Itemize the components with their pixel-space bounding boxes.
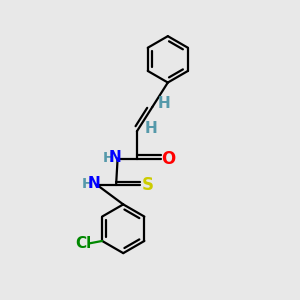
Text: N: N — [109, 150, 122, 165]
Text: S: S — [142, 176, 154, 194]
Text: Cl: Cl — [75, 236, 91, 251]
Text: H: H — [145, 122, 158, 136]
Text: O: O — [162, 150, 176, 168]
Text: H: H — [82, 177, 94, 191]
Text: N: N — [88, 176, 101, 191]
Text: H: H — [103, 151, 115, 165]
Text: H: H — [157, 96, 170, 111]
